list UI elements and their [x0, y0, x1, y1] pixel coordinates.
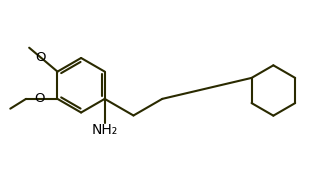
Text: NH₂: NH₂: [92, 123, 118, 137]
Text: O: O: [36, 51, 46, 64]
Text: O: O: [34, 92, 45, 105]
